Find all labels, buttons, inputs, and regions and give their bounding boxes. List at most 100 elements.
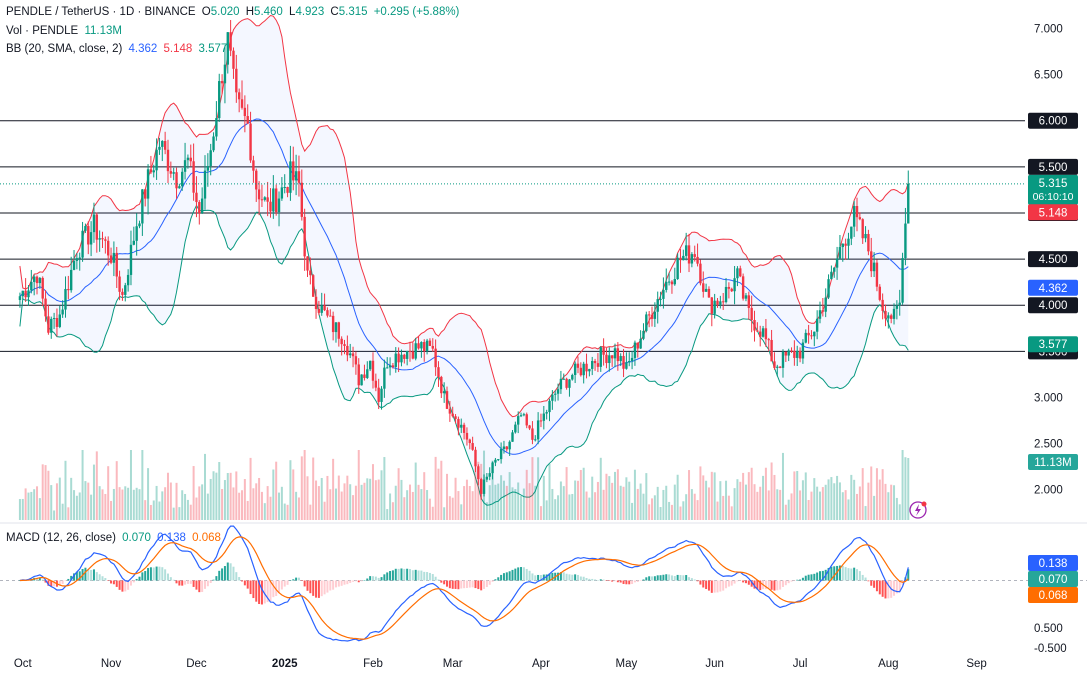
candle-body — [636, 342, 639, 349]
macd-histogram-bar — [844, 567, 847, 581]
macd-histogram-bar — [315, 580, 318, 598]
volume-bar — [907, 458, 910, 520]
macd-legend[interactable]: MACD (12, 26, close) 0.070 0.138 0.068 — [6, 532, 224, 544]
volume-bar — [141, 450, 144, 520]
candle-body — [226, 32, 229, 65]
candle-body — [237, 92, 241, 100]
macd-histogram-bar — [537, 574, 540, 581]
volume-bar — [166, 472, 169, 520]
macd-histogram-bar — [793, 580, 796, 582]
countdown-badge: 06:10:10 — [1033, 191, 1074, 203]
candle-body — [195, 192, 198, 203]
macd-histogram-bar — [326, 580, 329, 593]
macd-histogram-bar — [241, 580, 244, 582]
volume-bar — [517, 482, 520, 520]
candle-body — [542, 413, 546, 421]
price-axis-tick: 3.000 — [1034, 392, 1063, 404]
candle-body — [813, 331, 816, 337]
macd-histogram-bar — [776, 580, 779, 591]
volume-legend[interactable]: Vol · PENDLE 11.13M — [6, 25, 125, 37]
candle-body — [425, 340, 429, 352]
volume-bar — [736, 479, 739, 520]
macd-histogram-bar — [841, 565, 844, 581]
level-badge-bg — [1028, 297, 1078, 314]
volume-bar — [135, 487, 138, 520]
macd-histogram-bar — [898, 580, 901, 591]
candle-body — [687, 245, 691, 264]
macd-histogram-bar — [474, 580, 477, 589]
volume-bar — [84, 481, 87, 520]
volume-bar — [639, 483, 642, 520]
candle-body — [784, 351, 788, 356]
candle-body — [502, 446, 506, 449]
candle-body — [149, 169, 153, 173]
candle-body — [229, 32, 232, 51]
volume-bar — [391, 502, 394, 520]
volume-bar — [201, 484, 204, 520]
macd-legend-label: MACD (12, 26, close) — [6, 532, 116, 544]
volume-bar — [633, 469, 636, 520]
volume-bar — [186, 499, 189, 520]
candle-body — [403, 354, 406, 359]
volume-bar — [147, 468, 150, 520]
volume-bar — [781, 452, 784, 520]
volume-bar — [500, 475, 503, 520]
candle-body — [374, 380, 378, 388]
volume-bar — [625, 477, 628, 520]
macd-histogram-bar — [713, 580, 716, 593]
candle-body — [109, 255, 113, 263]
macd-histogram-bar — [628, 580, 631, 585]
volume-bar — [278, 492, 281, 520]
macd-histogram-bar — [141, 572, 144, 581]
macd-histogram-bar — [599, 579, 602, 581]
volume-bar — [107, 466, 110, 520]
volume-bar — [426, 490, 429, 520]
candle-body — [647, 314, 651, 316]
macd-histogram-bar — [420, 570, 423, 581]
volume-bar — [901, 450, 904, 520]
macd-histogram-bar — [744, 580, 747, 584]
volume-bar — [853, 479, 856, 520]
macd-histogram-bar — [471, 580, 474, 588]
candle-body — [525, 414, 528, 426]
candle-body — [667, 281, 671, 283]
x-axis-tick: Mar — [443, 658, 463, 670]
candle-body — [371, 360, 375, 381]
macd-histogram-bar — [283, 580, 286, 587]
volume-bar — [414, 462, 417, 520]
volume-bar — [255, 483, 258, 520]
macd-histogram-bar — [670, 575, 673, 581]
price-axis-tick: 0.500 — [1034, 623, 1063, 635]
volume-bar — [870, 466, 873, 520]
volume-bar — [181, 490, 184, 520]
candle-body — [790, 350, 793, 352]
candle-body — [50, 318, 53, 333]
volume-bar — [47, 470, 50, 520]
volume-bar — [722, 495, 725, 520]
volume-bar — [471, 491, 474, 520]
volume-bar — [616, 469, 619, 520]
volume-bar — [653, 495, 656, 520]
macd-histogram-bar — [662, 574, 665, 581]
candle-body — [610, 355, 614, 359]
volume-bar — [753, 484, 756, 520]
candle-body — [58, 314, 61, 327]
volume-bar — [110, 500, 113, 520]
bb-legend[interactable]: BB (20, SMA, close, 2) 4.362 5.148 3.577 — [6, 43, 230, 55]
macd-histogram-bar — [363, 580, 366, 581]
candle-body — [562, 378, 565, 380]
volume-bar — [87, 482, 90, 520]
macd-histogram-bar — [70, 575, 73, 581]
macd-histogram-bar — [739, 580, 742, 581]
macd-histogram-bar — [286, 580, 289, 585]
volume-bar — [790, 493, 793, 520]
candle-body — [35, 276, 39, 284]
candle-body — [670, 281, 674, 285]
macd-histogram-bar — [656, 575, 659, 581]
volume-bar — [366, 478, 369, 520]
candle-body — [482, 479, 486, 494]
candle-body — [613, 348, 617, 359]
macd-histogram-bar — [753, 580, 756, 589]
candle-body — [471, 443, 474, 450]
